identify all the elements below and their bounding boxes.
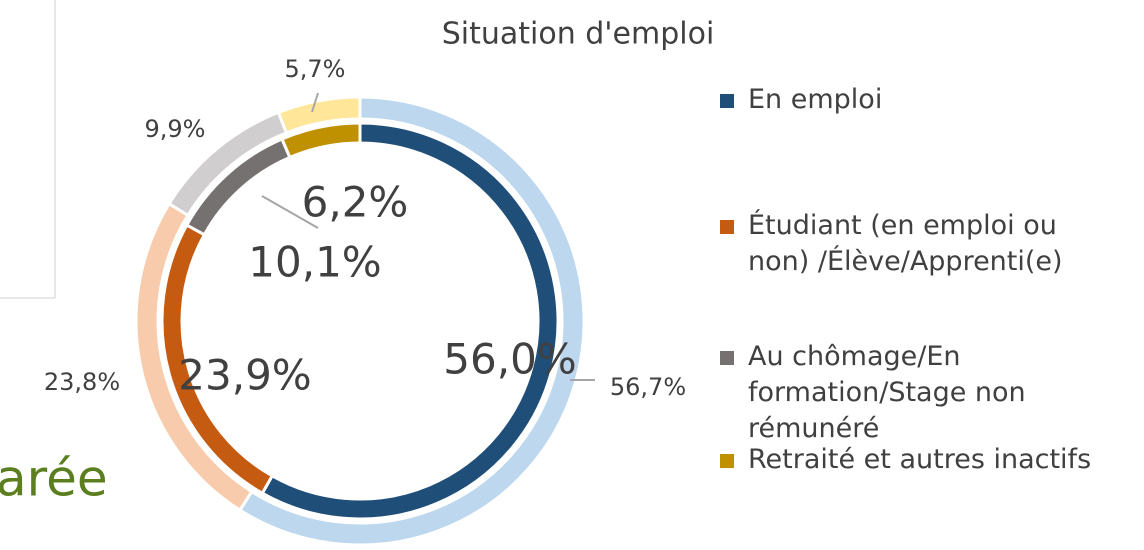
ring-segment: [237, 95, 586, 547]
data-label: 10,1%: [248, 238, 381, 287]
leader-line: [311, 92, 319, 113]
legend-label: Étudiant (en emploi ou non) /Élève/Appre…: [748, 210, 1063, 277]
data-label: 56,7%: [610, 373, 686, 401]
legend-item: En emploi: [720, 82, 1120, 118]
data-label: 56,0%: [443, 335, 576, 384]
data-label: 23,8%: [44, 368, 120, 396]
legend-label: En emploi: [748, 84, 883, 115]
background-text: arée: [0, 450, 108, 508]
data-label: 6,2%: [302, 178, 409, 227]
chart-title: Situation d'emploi: [442, 17, 715, 52]
legend-item: Retraité et autres inactifs: [720, 442, 1140, 478]
legend-item: Au chômage/En formation/Stage non rémuné…: [720, 339, 1050, 447]
ring-segment: [276, 95, 362, 135]
legend-label: Au chômage/En formation/Stage non rémuné…: [748, 341, 1026, 444]
leader-line: [261, 195, 319, 229]
legend-swatch: [720, 351, 734, 365]
data-label: 5,7%: [285, 55, 346, 83]
legend-item: Étudiant (en emploi ou non) /Élève/Appre…: [720, 208, 1110, 280]
data-label: 23,9%: [178, 351, 311, 400]
legend-swatch: [720, 454, 734, 468]
ring-segment: [280, 121, 362, 160]
data-label: 9,9%: [145, 115, 206, 143]
legend-swatch: [720, 220, 734, 234]
legend-swatch: [720, 94, 734, 108]
legend-label: Retraité et autres inactifs: [748, 444, 1092, 475]
